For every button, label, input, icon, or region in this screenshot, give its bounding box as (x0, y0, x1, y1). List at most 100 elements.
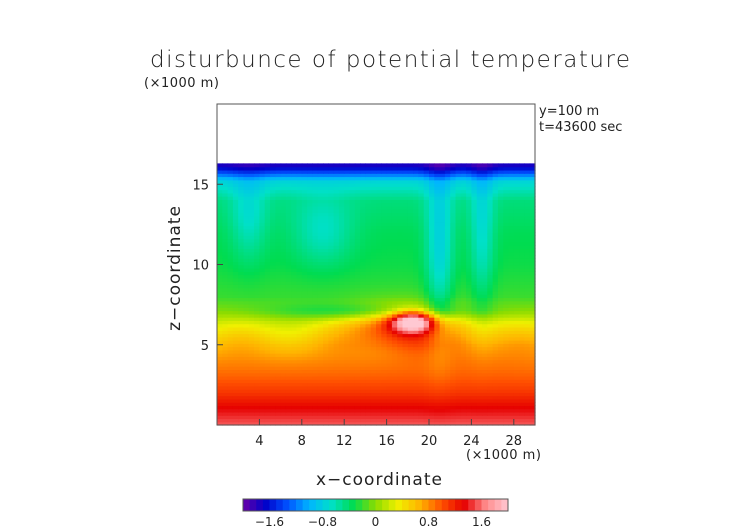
heatmap-cell (418, 320, 425, 325)
heatmap-cell (418, 166, 425, 171)
heatmap-cell (503, 405, 510, 410)
heatmap-cell (407, 222, 414, 227)
heatmap-cell (492, 372, 499, 377)
heatmap-cell (529, 186, 536, 191)
heatmap-cell (450, 392, 457, 397)
heatmap-cell (259, 261, 266, 266)
heatmap-cell (439, 402, 446, 406)
heatmap-cell (508, 222, 515, 227)
heatmap-cell (376, 402, 382, 406)
heatmap-cell (407, 245, 414, 250)
heatmap-cell (376, 241, 382, 246)
heatmap-cell (301, 284, 308, 289)
heatmap-cell (312, 284, 319, 289)
heatmap-cell (296, 183, 303, 187)
heatmap-cell (497, 395, 504, 400)
heatmap-cell (391, 353, 398, 357)
heatmap-cell (413, 304, 419, 308)
heatmap-cell (529, 408, 536, 413)
heatmap-cell (291, 372, 298, 377)
heatmap-cell (503, 366, 510, 371)
heatmap-cell (381, 189, 388, 194)
heatmap-cell (497, 372, 504, 377)
heatmap-cell (487, 353, 494, 357)
heatmap-cell (429, 189, 435, 194)
heatmap-cell (248, 415, 255, 420)
heatmap-cell (397, 202, 404, 207)
heatmap-cell (259, 268, 266, 272)
heatmap-cell (264, 300, 271, 305)
heatmap-cell (460, 356, 467, 361)
heatmap-cell (391, 375, 398, 380)
heatmap-cell (227, 183, 234, 187)
heatmap-cell (407, 261, 414, 266)
heatmap-cell (429, 418, 435, 423)
heatmap-cell (328, 294, 335, 299)
heatmap-cell (222, 209, 229, 214)
heatmap-cell (270, 179, 276, 184)
heatmap-cell (439, 333, 446, 338)
heatmap-cell (497, 196, 504, 200)
heatmap-cell (497, 379, 504, 384)
heatmap-cell (259, 281, 266, 285)
heatmap-cell (460, 173, 467, 178)
heatmap-cell (222, 326, 229, 331)
heatmap-cell (360, 235, 366, 240)
heatmap-cell (333, 294, 340, 299)
heatmap-cell (349, 297, 356, 302)
heatmap-cell (482, 183, 488, 187)
heatmap-cell (402, 251, 409, 256)
heatmap-cell (497, 411, 504, 416)
heatmap-cell (376, 192, 382, 197)
heatmap-cell (434, 189, 441, 194)
heatmap-cell (275, 183, 282, 187)
heatmap-cell (439, 202, 446, 207)
heatmap-cell (280, 245, 287, 250)
heatmap-cell (450, 330, 457, 335)
heatmap-cell (519, 196, 525, 200)
heatmap-cell (317, 179, 324, 184)
heatmap-cell (344, 218, 351, 223)
heatmap-cell (365, 323, 372, 328)
heatmap-cell (381, 310, 388, 315)
heatmap-cell (508, 379, 515, 384)
heatmap-cell (217, 372, 223, 377)
heatmap-cell (354, 415, 361, 420)
heatmap-cell (497, 222, 504, 227)
heatmap-cell (439, 183, 446, 187)
heatmap-cell (397, 339, 404, 344)
heatmap-cell (280, 333, 287, 338)
heatmap-cell (238, 176, 245, 181)
heatmap-cell (471, 317, 478, 321)
heatmap-cell (338, 225, 345, 230)
heatmap-cell (423, 343, 430, 348)
heatmap-cell (338, 264, 345, 269)
heatmap-cell (471, 235, 478, 240)
heatmap-cell (413, 183, 419, 187)
heatmap-cell (386, 166, 393, 171)
heatmap-cell (338, 287, 345, 292)
heatmap-cell (487, 232, 494, 236)
heatmap-cell (439, 245, 446, 250)
heatmap-cell (455, 300, 462, 305)
heatmap-cell (275, 209, 282, 214)
heatmap-cell (312, 232, 319, 236)
heatmap-cell (513, 228, 520, 233)
heatmap-cell (519, 254, 525, 259)
heatmap-cell (508, 359, 515, 364)
heatmap-cell (333, 421, 340, 426)
heatmap-cell (434, 287, 441, 292)
heatmap-cell (429, 392, 435, 397)
heatmap-cell (466, 235, 472, 240)
y-position-annotation: y=100 m (539, 104, 600, 119)
heatmap-cell (381, 232, 388, 236)
heatmap-cell (323, 271, 329, 276)
heatmap-cell (407, 339, 414, 344)
heatmap-cell (471, 372, 478, 377)
heatmap-cell (482, 362, 488, 367)
heatmap-cell (402, 268, 409, 272)
heatmap-cell (460, 330, 467, 335)
heatmap-cell (529, 290, 536, 295)
heatmap-cell (248, 290, 255, 295)
heatmap-cell (444, 300, 451, 305)
